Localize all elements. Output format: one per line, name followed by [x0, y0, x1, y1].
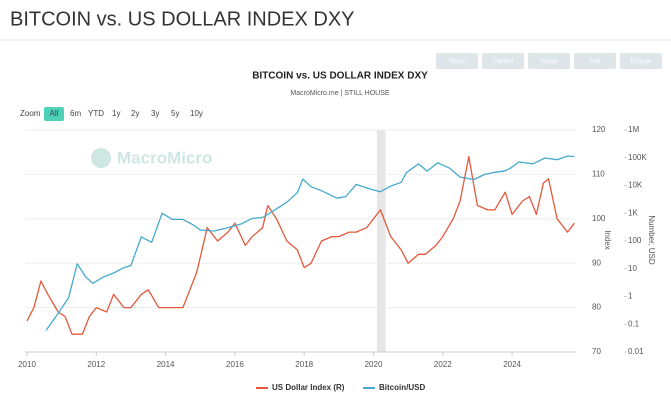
toolbar-button[interactable]: [574, 53, 616, 69]
page-title: BITCOIN vs. US DOLLAR INDEX DXY: [10, 8, 355, 30]
watermark: MacroMicro: [91, 148, 212, 168]
toolbar-button-label[interactable]: Edit: [590, 59, 601, 65]
y2-tick-label: 1M: [628, 125, 639, 134]
toolbar-button[interactable]: [528, 53, 570, 69]
x-tick-label: 2012: [87, 360, 105, 369]
series-line: [45, 155, 575, 331]
zoom-button[interactable]: All: [50, 109, 59, 118]
zoom-button[interactable]: 1y: [112, 109, 120, 118]
legend-label[interactable]: US Dollar Index (R): [272, 383, 345, 392]
zoom-active-bg[interactable]: [44, 107, 64, 121]
toolbar-button[interactable]: [436, 53, 478, 69]
zoom-label: Zoom: [20, 109, 41, 118]
watermark-text: MacroMicro: [117, 148, 212, 167]
y2-tick-label: 100: [628, 236, 642, 245]
chart-title: BITCOIN vs. US DOLLAR INDEX DXY: [252, 71, 428, 82]
y-tick-label: 120: [592, 125, 606, 134]
y2-tick-label: 1K: [628, 208, 638, 217]
series-line: [26, 155, 576, 335]
y2-tick-label: 1: [628, 292, 633, 301]
shaded-period: [376, 130, 386, 352]
x-tick-label: 2018: [295, 360, 313, 369]
x-tick-label: 2022: [434, 360, 452, 369]
y-axis-title: Index: [603, 230, 612, 250]
toolbar-button-label[interactable]: Enlarge: [631, 59, 652, 65]
y2-axis-title: Number, USD: [647, 215, 656, 265]
y2-tick-label: 0.01: [628, 347, 644, 356]
watermark-logo: [91, 148, 111, 168]
header-bg: [0, 0, 671, 40]
x-tick-label: 2014: [157, 360, 175, 369]
y-tick-label: 100: [592, 214, 606, 223]
y-tick-label: 90: [592, 258, 601, 267]
x-tick-label: 2024: [503, 360, 521, 369]
x-tick-label: 2010: [18, 360, 36, 369]
toolbar-button[interactable]: [482, 53, 524, 69]
toolbar-button[interactable]: [620, 53, 662, 69]
zoom-button[interactable]: 3y: [151, 109, 159, 118]
zoom-button[interactable]: 5y: [171, 109, 179, 118]
y2-tick-label: 10K: [628, 181, 643, 190]
y-tick-label: 70: [592, 347, 601, 356]
toolbar-button-label[interactable]: Share: [449, 59, 466, 65]
y-tick-label: 80: [592, 303, 601, 312]
toolbar-button-label[interactable]: Content: [492, 59, 513, 65]
y2-tick-label: 0.1: [628, 319, 640, 328]
chart-subtitle: MacroMicro.me | STILL HOUSE: [290, 90, 390, 97]
y2-tick-label: 10: [628, 264, 637, 273]
y-tick-label: 110: [592, 170, 605, 179]
x-tick-label: 2020: [365, 360, 383, 369]
toolbar-button-label[interactable]: Image: [541, 59, 558, 65]
zoom-button[interactable]: 10y: [190, 109, 203, 118]
x-tick-label: 2016: [226, 360, 244, 369]
zoom-button[interactable]: YTD: [88, 109, 104, 118]
legend-label[interactable]: Bitcoin/USD: [379, 383, 425, 392]
zoom-button[interactable]: 2y: [131, 109, 139, 118]
zoom-button[interactable]: 6m: [70, 109, 81, 118]
y2-tick-label: 100K: [628, 153, 647, 162]
